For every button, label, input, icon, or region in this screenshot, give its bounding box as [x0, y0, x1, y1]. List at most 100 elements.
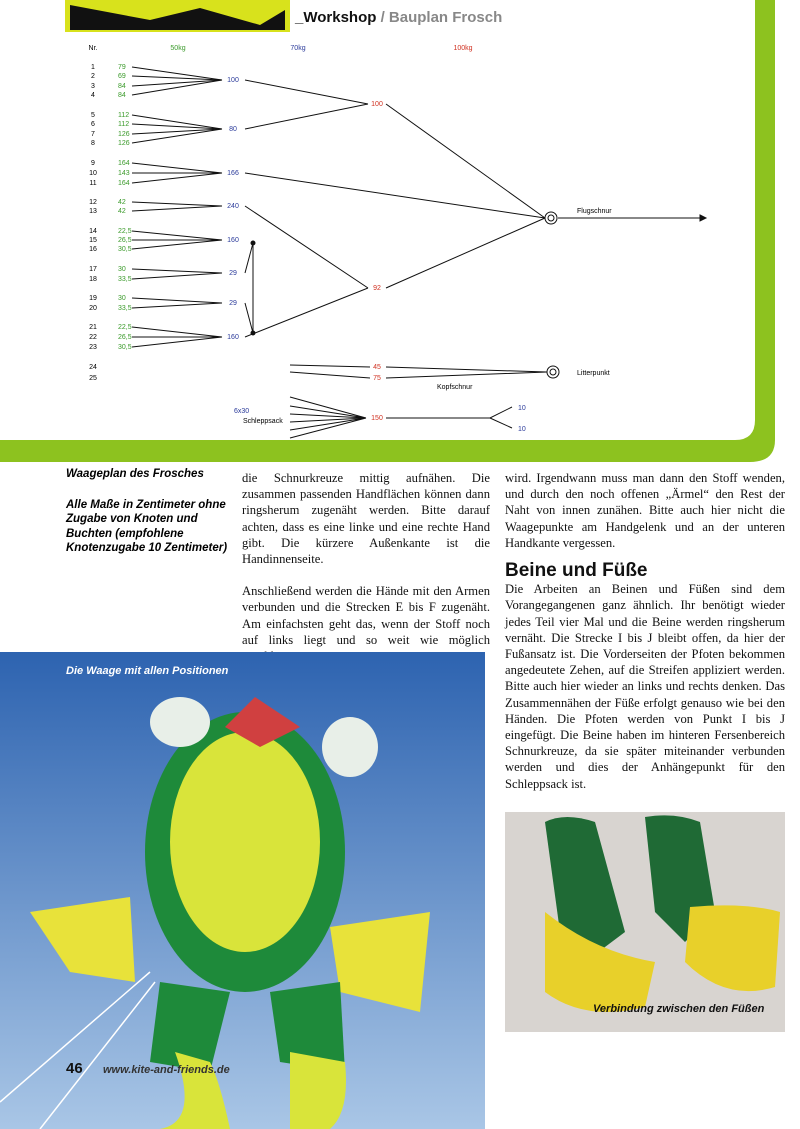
- row-number: 1: [91, 64, 95, 71]
- flugschnur-label: Flugschnur: [577, 208, 612, 215]
- caption-text: Alle Maße in Zentimeter ohne Zugabe von …: [66, 498, 228, 555]
- row-value: 42: [118, 208, 126, 215]
- knot: [546, 365, 560, 379]
- node-70: 166: [227, 170, 239, 177]
- end-value: 10: [518, 426, 526, 433]
- connector: [131, 114, 223, 130]
- frog-photo: Die Waage mit allen Positionen 46 www.ki…: [0, 652, 485, 1129]
- connector: [131, 302, 223, 309]
- connector: [131, 123, 223, 130]
- row-value: 126: [118, 131, 130, 138]
- waage-diagram: Nr. 50kg 70kg 100kg 6x30 Schleppsack Flu…: [89, 45, 708, 439]
- row-value: 112: [118, 112, 129, 119]
- col-header: 100kg: [453, 45, 472, 52]
- connector: [131, 272, 223, 280]
- node-70: 29: [229, 300, 237, 307]
- node-70: 160: [227, 334, 239, 341]
- row-number: 25: [89, 375, 97, 382]
- connector: [131, 201, 223, 207]
- line: [0, 971, 156, 1129]
- foot: [685, 905, 780, 992]
- row-number: 20: [89, 305, 97, 312]
- connector: [131, 230, 223, 241]
- row-value: 84: [118, 92, 126, 99]
- row-value: 33,5: [118, 305, 132, 312]
- frog-leg: [270, 982, 345, 1072]
- row-number: 11: [89, 180, 96, 187]
- connector: [131, 162, 223, 174]
- connector: [131, 79, 223, 87]
- connector: [131, 336, 223, 348]
- row-number: 4: [91, 92, 95, 99]
- row-value: 30: [118, 295, 126, 302]
- footer-url: www.kite-and-friends.de: [103, 1064, 230, 1076]
- row-value: 84: [118, 83, 126, 90]
- connector: [131, 79, 223, 96]
- row-number: 12: [89, 199, 97, 206]
- row-number: 6: [91, 121, 95, 128]
- caption: Waageplan des Frosches Alle Maße in Zent…: [66, 467, 231, 556]
- row-value: 30: [118, 266, 126, 273]
- paragraph: wird. Irgendwann muss man dann den Stoff…: [505, 471, 785, 550]
- connector: [289, 364, 548, 379]
- arrow: [699, 214, 708, 222]
- row-number: 16: [89, 246, 97, 253]
- diagram-frame: _Workshop / Bauplan Frosch: [0, 0, 775, 462]
- connector: [131, 172, 223, 184]
- connector: [131, 75, 223, 81]
- row-number: 5: [91, 112, 95, 119]
- knot: [549, 368, 557, 376]
- node-70: 80: [229, 126, 237, 133]
- frog-hand: [330, 912, 430, 1012]
- end-value: 10: [518, 405, 526, 412]
- row-number: 9: [91, 160, 95, 167]
- row-value: 79: [118, 64, 126, 71]
- diagram-lines: [131, 66, 708, 439]
- header-title: _Workshop / Bauplan Frosch: [294, 9, 502, 26]
- photo-caption: Die Waage mit allen Positionen: [66, 665, 229, 677]
- dot: [250, 240, 256, 246]
- feet-photo: Verbindung zwischen den Füßen: [505, 812, 785, 1032]
- knot: [547, 214, 555, 222]
- foot: [545, 912, 655, 1012]
- row-value: 30,5: [118, 246, 132, 253]
- node-70: 29: [229, 270, 237, 277]
- row-value: 143: [118, 170, 130, 177]
- connector: [131, 239, 223, 250]
- row-number: 21: [89, 324, 97, 331]
- page-number: 46: [66, 1060, 83, 1077]
- connector: [131, 66, 223, 81]
- row-value: 26,5: [118, 237, 132, 244]
- node-100: 75: [373, 375, 381, 382]
- connector: [131, 128, 223, 135]
- connector: [244, 205, 369, 338]
- frog-hand: [30, 897, 135, 982]
- row-number: 19: [89, 295, 97, 302]
- column-2: die Schnurkreuze mittig aufnähen. Die zu…: [242, 470, 490, 680]
- row-number: 15: [89, 237, 97, 244]
- leg: [545, 817, 625, 962]
- node-70: 240: [227, 203, 239, 210]
- row-value: 69: [118, 73, 126, 80]
- row-value: 126: [118, 140, 130, 147]
- node-100: 150: [371, 415, 383, 422]
- node-70: 100: [227, 77, 239, 84]
- header-image-dark: [70, 5, 285, 30]
- frog-belly: [170, 732, 320, 952]
- photo-caption: Verbindung zwischen den Füßen: [593, 1003, 765, 1015]
- connector: [131, 297, 223, 304]
- section-heading: Beine und Füße: [505, 560, 648, 582]
- col-header: 70kg: [290, 45, 305, 52]
- col-header: 50kg: [170, 45, 185, 52]
- caption-title: Waageplan des Frosches: [66, 468, 204, 480]
- frog-feet: [160, 1052, 346, 1129]
- row-number: 18: [89, 276, 97, 283]
- frog-leg: [150, 982, 230, 1072]
- paragraph: die Schnurkreuze mittig aufnähen. Die zu…: [242, 471, 490, 567]
- row-value: 33,5: [118, 276, 132, 283]
- node-100: 92: [373, 285, 381, 292]
- row-number: 8: [91, 140, 95, 147]
- row-number: 23: [89, 344, 97, 351]
- row-number: 7: [91, 131, 95, 138]
